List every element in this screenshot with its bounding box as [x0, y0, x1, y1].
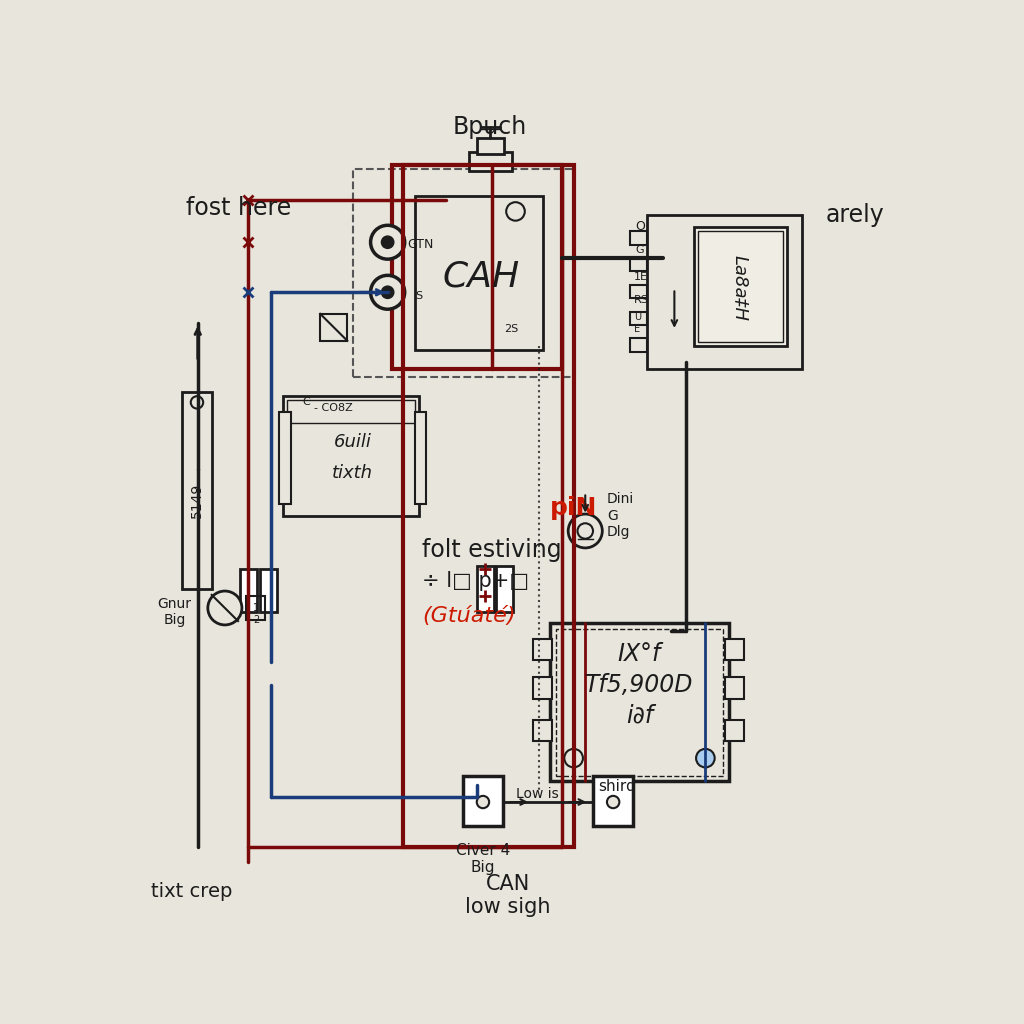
Bar	[630, 339, 647, 352]
Bar	[532, 677, 552, 698]
Bar	[532, 720, 552, 741]
Text: IX°f: IX°f	[617, 642, 662, 667]
Circle shape	[381, 286, 394, 298]
Bar	[556, 629, 723, 776]
Circle shape	[578, 523, 593, 539]
Text: 1E: 1E	[634, 272, 648, 282]
Text: Low is: Low is	[515, 787, 558, 802]
Text: C: C	[302, 396, 310, 407]
Text: Civer 4
Big: Civer 4 Big	[456, 843, 510, 876]
Text: GTN: GTN	[407, 238, 433, 251]
Bar	[630, 311, 647, 326]
Text: arely: arely	[825, 204, 885, 227]
Bar	[630, 258, 647, 271]
Circle shape	[208, 591, 242, 625]
Text: - CO8Z: - CO8Z	[314, 402, 352, 413]
Text: La8a‡H: La8a‡H	[731, 255, 750, 322]
Text: 5149: 5149	[190, 482, 204, 518]
Bar	[647, 215, 802, 370]
Bar	[693, 227, 786, 346]
Text: tixth: tixth	[332, 464, 374, 482]
Circle shape	[568, 514, 602, 548]
Text: shird: shird	[598, 779, 636, 795]
Bar	[280, 412, 291, 504]
Bar	[725, 720, 744, 741]
Text: Gnur
Big: Gnur Big	[158, 597, 191, 627]
Text: Dini
G
Dlg: Dini G Dlg	[607, 493, 634, 539]
Bar	[287, 400, 415, 423]
Circle shape	[371, 225, 404, 259]
Bar	[352, 169, 573, 377]
Text: S: S	[415, 291, 422, 301]
Text: U
E: U E	[634, 312, 641, 334]
Bar	[241, 569, 257, 611]
Bar	[477, 565, 494, 611]
Bar	[321, 313, 347, 341]
Circle shape	[607, 796, 620, 808]
Circle shape	[506, 202, 524, 220]
Text: O: O	[636, 220, 645, 233]
Bar	[415, 412, 426, 504]
Circle shape	[371, 275, 404, 309]
Text: RS: RS	[634, 295, 649, 305]
Text: fost here: fost here	[186, 196, 292, 219]
Text: piN: piN	[550, 496, 598, 520]
Bar	[550, 624, 729, 781]
Bar	[403, 165, 573, 847]
Circle shape	[564, 749, 583, 767]
Text: G: G	[636, 245, 644, 255]
Text: 2: 2	[253, 614, 259, 625]
Text: Tf5,900D: Tf5,900D	[586, 673, 693, 697]
Text: CAH: CAH	[442, 260, 519, 294]
Bar	[283, 396, 419, 515]
Circle shape	[696, 749, 715, 767]
Bar	[469, 153, 512, 171]
Text: Bpuch: Bpuch	[453, 115, 527, 139]
Text: 6uili: 6uili	[334, 433, 372, 452]
Bar	[182, 392, 212, 589]
Circle shape	[190, 396, 203, 409]
Circle shape	[477, 796, 489, 808]
Text: i∂f: i∂f	[626, 703, 653, 728]
Bar	[630, 285, 647, 298]
Text: 1: 1	[253, 603, 259, 613]
Text: CAN
low sigh: CAN low sigh	[465, 873, 551, 916]
Bar	[532, 639, 552, 660]
Bar	[246, 596, 265, 620]
Bar	[391, 165, 562, 370]
Circle shape	[381, 237, 394, 249]
Bar	[477, 138, 504, 154]
Bar	[630, 230, 647, 245]
Bar	[463, 776, 503, 826]
Bar	[593, 776, 633, 826]
Bar	[496, 565, 513, 611]
Bar	[697, 230, 783, 342]
Bar	[725, 677, 744, 698]
Text: folt estiving: folt estiving	[423, 539, 562, 562]
Text: tixt crep: tixt crep	[152, 882, 232, 901]
Bar	[415, 196, 543, 350]
Bar	[260, 569, 276, 611]
Bar	[725, 639, 744, 660]
Text: ÷ l□ p+□: ÷ l□ p+□	[423, 571, 529, 591]
Text: 2S: 2S	[504, 325, 518, 334]
Text: (Gtúaté): (Gtúaté)	[423, 605, 516, 626]
